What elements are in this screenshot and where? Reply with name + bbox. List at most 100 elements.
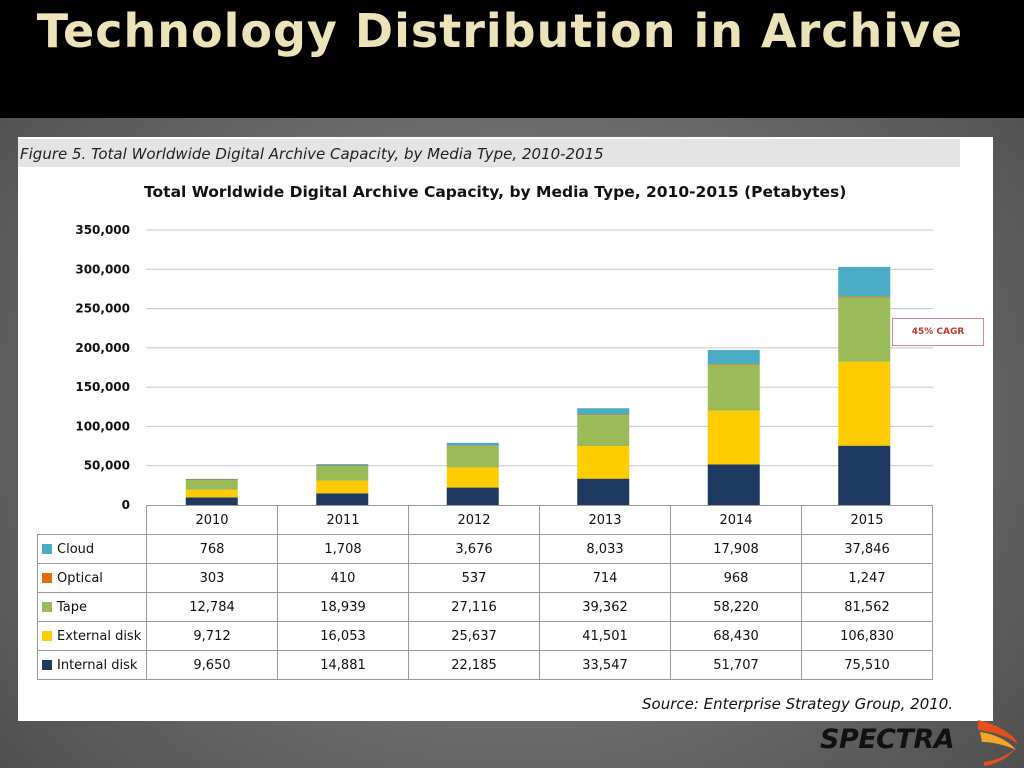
legend-entry-optical: Optical (37, 563, 147, 593)
logo-text: SPECTRA (820, 724, 955, 755)
bar-internal-disk-2010 (185, 497, 238, 505)
bar-tape-2014 (707, 364, 760, 411)
table-year-2011: 2011 (277, 505, 409, 535)
table-cell-internal-disk-2012: 22,185 (408, 650, 540, 680)
table-cell-internal-disk-2014: 51,707 (670, 650, 802, 680)
slide-title: Technology Distribution in Archive (36, 4, 964, 58)
legend-swatch-internal-disk (42, 659, 52, 670)
table-cell-cloud-2010: 768 (146, 534, 278, 564)
y-tick-label-0: 0 (122, 498, 130, 512)
table-cell-tape-2015: 81,562 (801, 592, 933, 622)
table-header-row: 2010 2011 2012 2013 2014 2015 (37, 505, 933, 535)
table-cell-internal-disk-2010: 9,650 (146, 650, 278, 680)
table-cell-optical-2011: 410 (277, 563, 409, 593)
table-cell-cloud-2013: 8,033 (539, 534, 671, 564)
bar-optical-2015 (838, 296, 891, 298)
table-year-2013: 2013 (539, 505, 671, 535)
figure-caption: Figure 5. Total Worldwide Digital Archiv… (18, 139, 960, 167)
legend-entry-internal-disk: Internal disk (37, 650, 147, 680)
table-corner-cell (37, 505, 147, 535)
bar-tape-2011 (316, 465, 369, 481)
bar-cloud-2010 (185, 478, 238, 480)
bar-internal-disk-2011 (316, 493, 369, 505)
bar-internal-disk-2014 (707, 464, 760, 505)
bar-external-disk-2014 (707, 410, 760, 465)
table-cell-external-disk-2014: 68,430 (670, 621, 802, 651)
legend-label-optical: Optical (57, 570, 103, 586)
legend-entry-cloud: Cloud (37, 534, 147, 564)
table-cell-external-disk-2012: 25,637 (408, 621, 540, 651)
bar-cloud-2014 (707, 350, 760, 365)
title-band: Technology Distribution in Archive (0, 0, 1024, 118)
table-row-internal-disk: Internal disk 9,650 14,881 22,185 33,547 51,7… (37, 650, 933, 680)
table-cell-optical-2014: 968 (670, 563, 802, 593)
bar-external-disk-2012 (446, 467, 499, 488)
y-tick-label-250000: 250,000 (75, 302, 130, 316)
table-cell-external-disk-2015: 106,830 (801, 621, 933, 651)
table-cell-optical-2013: 714 (539, 563, 671, 593)
figure-panel: Figure 5. Total Worldwide Digital Archiv… (18, 137, 993, 721)
table-cell-optical-2012: 537 (408, 563, 540, 593)
bar-optical-2014 (707, 364, 760, 365)
table-cell-tape-2014: 58,220 (670, 592, 802, 622)
table-row-tape: Tape 12,784 18,939 27,116 39,362 58,220 81,562 (37, 592, 933, 622)
table-row-optical: Optical 303 410 537 714 968 1,247 (37, 563, 933, 593)
table-row-external-disk: External disk 9,712 16,053 25,637 41,501 68,4… (37, 621, 933, 651)
bar-optical-2013 (577, 414, 630, 416)
y-tick-label-100000: 100,000 (75, 419, 130, 433)
table-cell-internal-disk-2011: 14,881 (277, 650, 409, 680)
y-tick-label-50000: 50,000 (84, 459, 130, 473)
bar-internal-disk-2013 (577, 478, 630, 505)
table-cell-cloud-2014: 17,908 (670, 534, 802, 564)
table-cell-tape-2012: 27,116 (408, 592, 540, 622)
stacked-bar-chart: 0 50,000 100,000 150,000 200,000 250,000 300,0… (75, 223, 933, 512)
legend-entry-tape: Tape (37, 592, 147, 622)
legend-label-cloud: Cloud (57, 541, 95, 557)
table-cell-optical-2010: 303 (146, 563, 278, 593)
y-tick-label-300000: 300,000 (75, 262, 130, 276)
logo-swoosh-icon (978, 720, 1018, 766)
bar-tape-2010 (185, 479, 238, 490)
legend-swatch-external-disk (42, 630, 52, 641)
table-cell-cloud-2012: 3,676 (408, 534, 540, 564)
cagr-annotation: 45% CAGR (892, 318, 984, 346)
bar-external-disk-2010 (185, 489, 238, 498)
table-year-2010: 2010 (146, 505, 278, 535)
bar-cloud-2011 (316, 464, 369, 466)
source-note: Source: Enterprise Strategy Group, 2010. (642, 695, 954, 713)
bar-external-disk-2015 (838, 361, 891, 446)
chart-title: Total Worldwide Digital Archive Capacity… (144, 183, 847, 201)
bar-optical-2011 (316, 465, 369, 466)
table-cell-internal-disk-2015: 75,510 (801, 650, 933, 680)
y-tick-label-350000: 350,000 (75, 223, 130, 237)
data-table: 2010 2011 2012 2013 2014 2015 Cloud 768 1,708 3,… (37, 505, 933, 680)
legend-swatch-cloud (42, 543, 52, 554)
bar-cloud-2013 (577, 408, 630, 415)
bar-external-disk-2011 (316, 480, 369, 494)
legend-label-external-disk: External disk (57, 628, 142, 644)
bar-cloud-2012 (446, 442, 499, 446)
bar-internal-disk-2012 (446, 487, 499, 505)
bar-internal-disk-2015 (838, 445, 891, 505)
table-cell-external-disk-2013: 41,501 (539, 621, 671, 651)
table-cell-internal-disk-2013: 33,547 (539, 650, 671, 680)
legend-swatch-optical (42, 572, 52, 583)
bar-optical-2010 (185, 479, 238, 481)
table-cell-cloud-2015: 37,846 (801, 534, 933, 564)
table-cell-external-disk-2011: 16,053 (277, 621, 409, 651)
y-tick-label-200000: 200,000 (75, 341, 130, 355)
legend-label-internal-disk: Internal disk (57, 657, 138, 673)
table-cell-tape-2011: 18,939 (277, 592, 409, 622)
table-cell-tape-2013: 39,362 (539, 592, 671, 622)
y-tick-label-150000: 150,000 (75, 380, 130, 394)
bar-external-disk-2013 (577, 446, 630, 479)
bar-cloud-2015 (838, 266, 891, 297)
table-year-2012: 2012 (408, 505, 540, 535)
bar-optical-2012 (446, 445, 499, 447)
bar-tape-2012 (446, 446, 499, 468)
table-cell-optical-2015: 1,247 (801, 563, 933, 593)
table-cell-tape-2010: 12,784 (146, 592, 278, 622)
legend-swatch-tape (42, 601, 52, 612)
table-cell-external-disk-2010: 9,712 (146, 621, 278, 651)
legend-label-tape: Tape (57, 599, 88, 615)
